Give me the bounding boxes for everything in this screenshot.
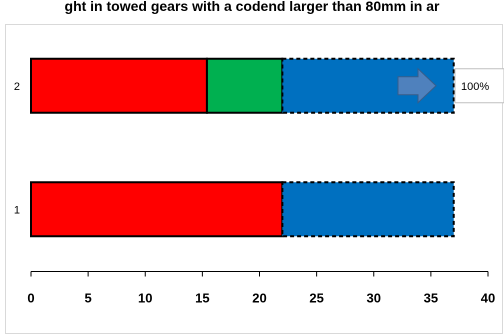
x-tick-label-25: 25 — [309, 291, 323, 306]
x-tick-label-10: 10 — [138, 291, 152, 306]
callout-arrow — [397, 67, 437, 104]
x-tick-label-30: 30 — [367, 291, 381, 306]
bar-segment-2-1 — [30, 57, 208, 114]
callout-box — [454, 68, 504, 104]
callout-label: 100% — [461, 81, 489, 93]
bar-segment-1-3 — [281, 181, 455, 238]
x-tick-label-40: 40 — [481, 291, 495, 306]
category-label-1: 1 — [14, 204, 20, 216]
chart-title: ght in towed gears with a codend larger … — [65, 0, 441, 14]
x-tick-label-20: 20 — [252, 291, 266, 306]
x-tick-label-5: 5 — [85, 291, 92, 306]
x-tick-label-0: 0 — [27, 291, 34, 306]
bars-group — [30, 57, 455, 238]
plot-frame — [5, 24, 503, 334]
x-tick-label-15: 15 — [195, 291, 209, 306]
bar-segment-2-2 — [205, 57, 284, 114]
bar-segment-1-1 — [30, 181, 284, 238]
category-labels: 12 — [14, 81, 20, 217]
x-axis-ticks: 0 5 10 15 20 25 30 35 40 — [27, 271, 495, 306]
category-label-2: 2 — [14, 81, 20, 93]
x-tick-label-35: 35 — [424, 291, 438, 306]
callout-group: 100% — [397, 67, 504, 104]
